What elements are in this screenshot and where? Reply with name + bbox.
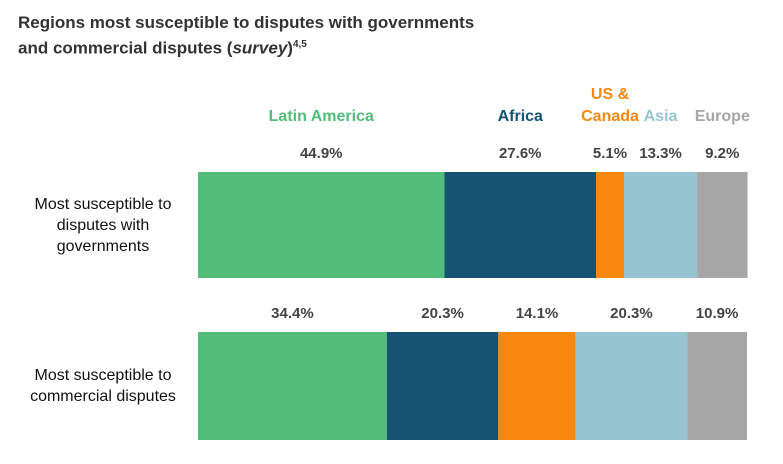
value-label: 14.1% <box>515 305 559 322</box>
bar-segment <box>198 332 387 440</box>
title-emphasis: survey <box>232 38 288 58</box>
value-label: 13.3% <box>639 145 682 162</box>
value-label: 20.3% <box>421 305 464 322</box>
category-label: Most susceptible to disputes with govern… <box>34 195 172 255</box>
category-label: Most susceptible to commercial disputes <box>30 367 176 405</box>
value-label: 9.2% <box>705 145 740 162</box>
bar-segment <box>687 332 747 440</box>
bar-segment <box>198 172 445 278</box>
bar-segment <box>697 172 748 278</box>
title-superscript: 4,5 <box>292 39 307 50</box>
bar-segment <box>596 172 625 278</box>
legend-label: US & Canada <box>581 86 639 125</box>
value-label: 10.9% <box>695 305 739 322</box>
value-label: 5.1% <box>592 145 628 162</box>
legend-label: Asia <box>643 108 678 125</box>
legend-label: Africa <box>497 108 543 125</box>
chart-title: Regions most susceptible to disputes wit… <box>18 12 474 60</box>
bar-segment <box>575 332 688 440</box>
title-line: Regions most susceptible to disputes wit… <box>18 13 475 32</box>
value-label: 20.3% <box>610 305 653 322</box>
value-label: 27.6% <box>498 145 542 162</box>
bar-segment <box>498 332 576 440</box>
title-line: ) <box>287 38 293 58</box>
bar-segment <box>624 172 698 278</box>
legend-label: Latin America <box>268 108 374 125</box>
bar-segment <box>386 332 499 440</box>
value-label: 44.9% <box>299 145 343 162</box>
legend-label: Europe <box>694 108 750 125</box>
title-line: and commercial disputes ( <box>18 38 233 58</box>
bar-segment <box>444 172 597 278</box>
value-label: 34.4% <box>271 305 314 322</box>
